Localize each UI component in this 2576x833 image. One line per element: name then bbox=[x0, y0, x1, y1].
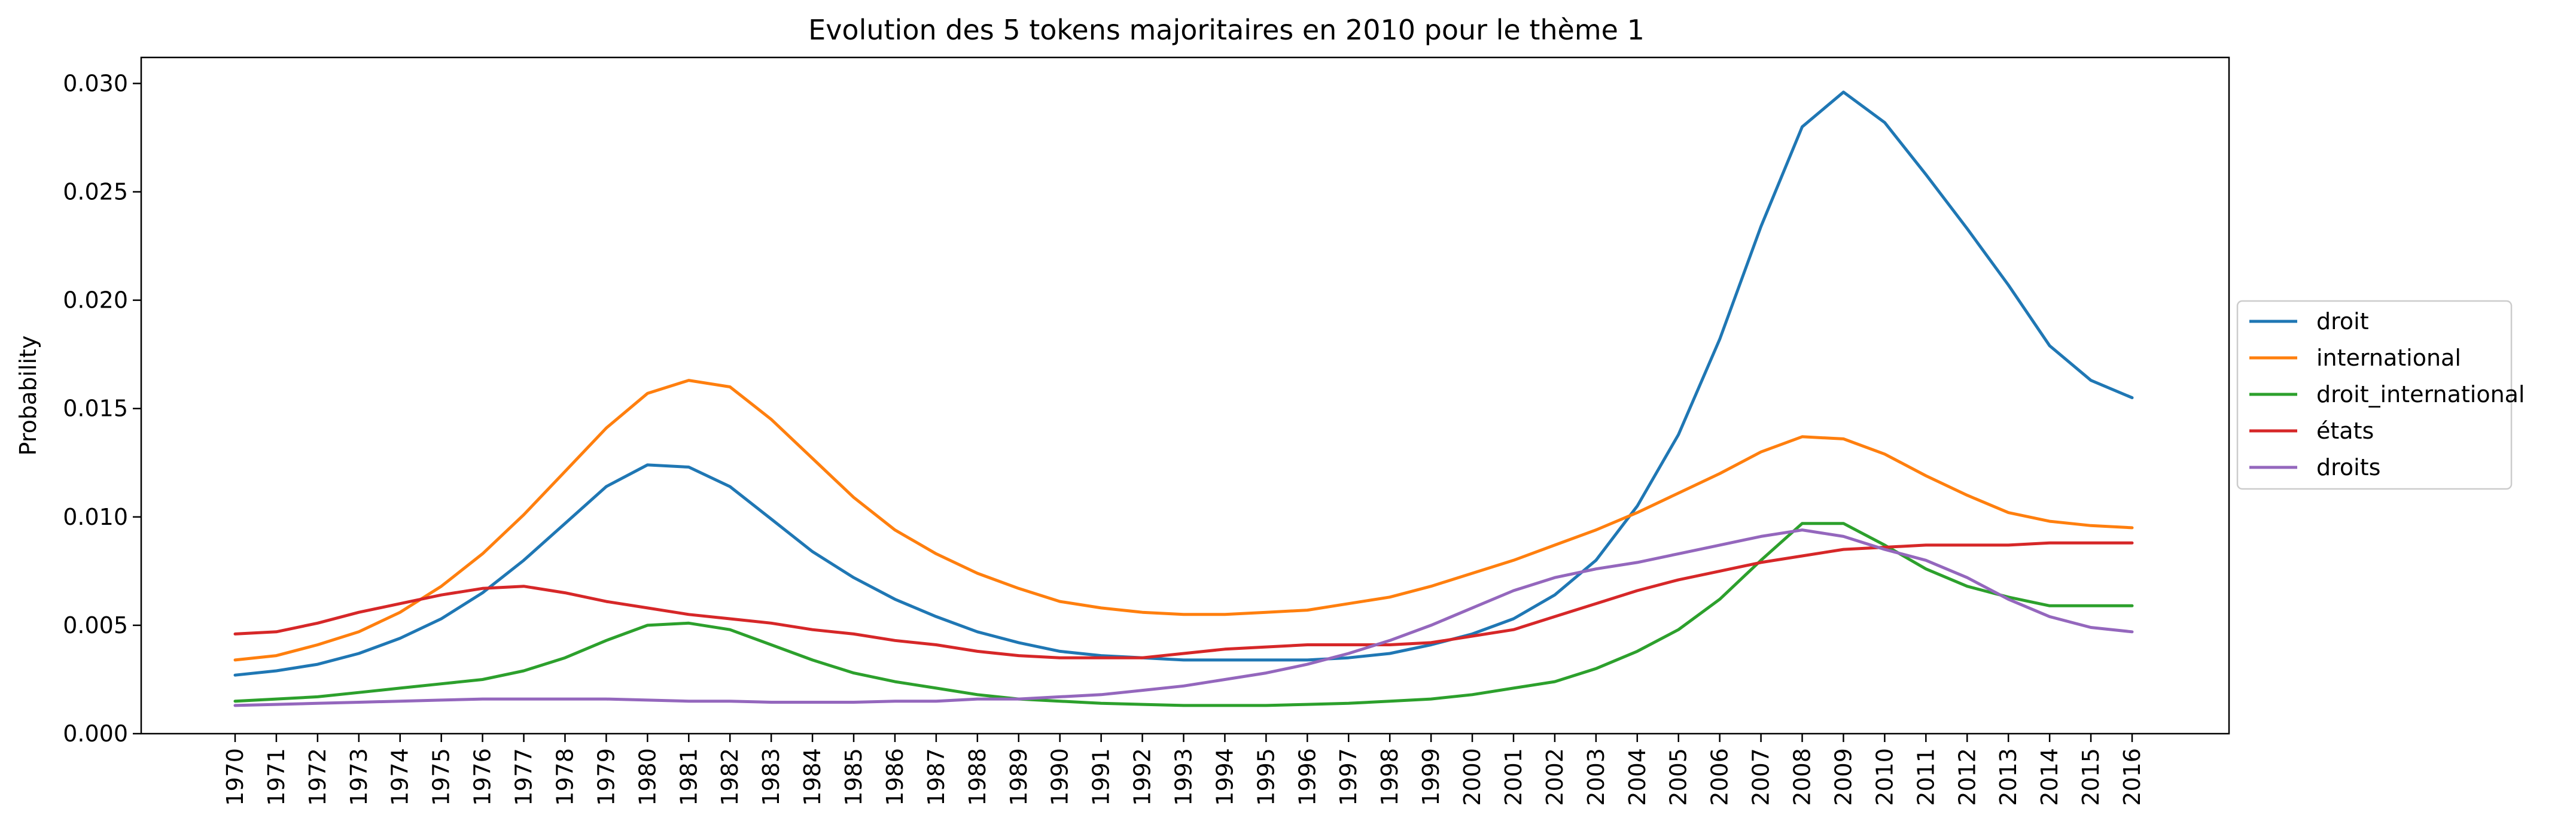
x-tick-label: 1981 bbox=[675, 748, 702, 806]
chart-title: Evolution des 5 tokens majoritaires en 2… bbox=[808, 14, 1645, 46]
x-tick-label: 1971 bbox=[263, 748, 290, 806]
x-tick-label: 2003 bbox=[1583, 748, 1609, 806]
x-tick-label: 1995 bbox=[1253, 748, 1279, 806]
x-tick-label: 1998 bbox=[1377, 748, 1403, 806]
x-tick-label: 1977 bbox=[511, 748, 537, 806]
x-tick-label: 1990 bbox=[1047, 748, 1073, 806]
x-tick-label: 1992 bbox=[1129, 748, 1156, 806]
x-tick-label: 2013 bbox=[1995, 748, 2021, 806]
y-tick-label: 0.000 bbox=[63, 720, 128, 747]
legend-label: droits bbox=[2316, 454, 2380, 481]
x-tick-label: 1982 bbox=[717, 748, 743, 806]
x-tick-label: 1997 bbox=[1335, 748, 1362, 806]
series-line-4 bbox=[233, 541, 2134, 659]
y-axis-label: Probability bbox=[15, 336, 41, 456]
x-axis: 1970 1971 1972 1973 1974 1975 1976 1977 1978 1979… bbox=[222, 734, 2145, 806]
legend-label: droit_international bbox=[2316, 381, 2525, 408]
x-tick-label: 1975 bbox=[428, 748, 455, 806]
y-tick-label: 0.005 bbox=[63, 612, 128, 639]
y-axis: 0.000 0.005 0.010 0.015 0.020 0.025 0.030 bbox=[63, 70, 141, 747]
series-line-5 bbox=[233, 528, 2134, 707]
x-tick-label: 1994 bbox=[1211, 748, 1238, 806]
legend-label: droit bbox=[2316, 308, 2369, 335]
series-line-3 bbox=[233, 522, 2134, 707]
x-tick-label: 1985 bbox=[841, 748, 867, 806]
x-tick-label: 2012 bbox=[1954, 748, 1980, 806]
x-tick-label: 1996 bbox=[1294, 748, 1320, 806]
x-tick-label: 2011 bbox=[1913, 748, 1939, 806]
x-tick-label: 2014 bbox=[2036, 748, 2063, 806]
y-tick-label: 0.025 bbox=[63, 179, 128, 205]
x-tick-label: 1983 bbox=[758, 748, 784, 806]
x-tick-label: 2007 bbox=[1748, 748, 1774, 806]
x-tick-label: 2016 bbox=[2119, 748, 2145, 806]
x-tick-label: 2000 bbox=[1459, 748, 1485, 806]
x-tick-label: 2010 bbox=[1871, 748, 1898, 806]
plot-area bbox=[233, 90, 2134, 707]
x-tick-label: 1974 bbox=[387, 748, 413, 806]
x-tick-label: 1986 bbox=[882, 748, 908, 806]
x-tick-label: 1979 bbox=[593, 748, 619, 806]
x-tick-label: 2008 bbox=[1789, 748, 1816, 806]
x-tick-label: 1970 bbox=[222, 748, 248, 806]
x-tick-label: 1978 bbox=[552, 748, 578, 806]
x-tick-label: 1989 bbox=[1006, 748, 1032, 806]
y-tick-label: 0.010 bbox=[63, 504, 128, 530]
x-tick-label: 1976 bbox=[470, 748, 496, 806]
x-tick-label: 1972 bbox=[305, 748, 331, 806]
legend-label: états bbox=[2316, 418, 2374, 444]
x-tick-label: 1991 bbox=[1088, 748, 1115, 806]
series-line-2 bbox=[233, 379, 2134, 662]
series-line-1 bbox=[233, 90, 2134, 677]
x-tick-label: 1987 bbox=[923, 748, 949, 806]
legend: droit international droit_international éta… bbox=[2236, 300, 2525, 490]
x-tick-label: 1973 bbox=[346, 748, 372, 806]
x-tick-label: 1999 bbox=[1418, 748, 1444, 806]
y-tick-label: 0.020 bbox=[63, 287, 128, 314]
x-tick-label: 1980 bbox=[634, 748, 660, 806]
y-tick-label: 0.015 bbox=[63, 396, 128, 422]
x-tick-label: 1984 bbox=[799, 748, 826, 806]
y-tick-label: 0.030 bbox=[63, 70, 128, 96]
x-tick-label: 1988 bbox=[964, 748, 991, 806]
x-tick-label: 2005 bbox=[1665, 748, 1692, 806]
x-tick-label: 2004 bbox=[1624, 748, 1651, 806]
x-tick-label: 2001 bbox=[1500, 748, 1527, 806]
legend-label: international bbox=[2316, 345, 2461, 371]
legend-box bbox=[2236, 300, 2513, 490]
x-tick-label: 2009 bbox=[1831, 748, 1857, 806]
x-tick-label: 2006 bbox=[1707, 748, 1733, 806]
plot-frame bbox=[140, 56, 2230, 735]
x-tick-label: 2015 bbox=[2078, 748, 2104, 806]
x-tick-label: 1993 bbox=[1171, 748, 1197, 806]
x-tick-label: 2002 bbox=[1542, 748, 1568, 806]
